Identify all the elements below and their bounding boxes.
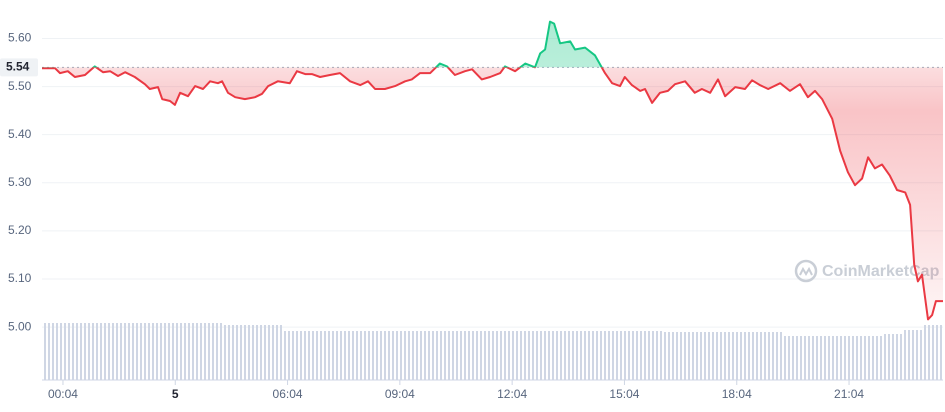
volume-bar: [822, 336, 843, 380]
volume-bar: [362, 331, 383, 380]
x-tick-label: 15:04: [609, 387, 639, 401]
volume-bar: [582, 331, 603, 380]
volume-bar: [882, 334, 903, 380]
volume-bar: [282, 331, 303, 380]
volume-bar: [142, 323, 163, 380]
volume-bar: [462, 331, 483, 380]
volume-bar: [42, 323, 63, 380]
volume-bar: [862, 336, 883, 380]
volume-bar: [322, 331, 343, 380]
watermark-text: CoinMarketCap: [822, 263, 940, 280]
volume-bar: [702, 332, 723, 380]
volume-bar: [842, 336, 863, 380]
volume-bar: [262, 325, 283, 380]
volume-bar: [382, 331, 403, 380]
volume-bar: [642, 331, 663, 380]
y-tick-label: 5.60: [8, 31, 32, 45]
volume-bar: [102, 323, 123, 380]
reference-label: 5.54: [6, 60, 30, 74]
volume-bar: [522, 331, 543, 380]
volume-bar: [202, 323, 223, 380]
volume-bar: [82, 323, 103, 380]
volume-bar: [622, 331, 643, 380]
x-tick-label: 09:04: [385, 387, 415, 401]
x-tick-label: 12:04: [497, 387, 527, 401]
x-tick-label: 06:04: [273, 387, 303, 401]
volume-bar: [482, 331, 503, 380]
reference-label-box: [0, 58, 38, 77]
volume-bar: [802, 336, 823, 380]
volume-bar: [342, 331, 363, 380]
area-up: [93, 21, 602, 68]
price-line-up: [42, 20, 603, 68]
volume-bar: [182, 323, 203, 380]
x-tick-label: 21:04: [834, 387, 864, 401]
volume-bar: [542, 331, 563, 380]
volume-bar: [602, 331, 623, 380]
y-tick-label: 5.10: [8, 271, 32, 285]
volume-bar: [402, 331, 423, 380]
y-tick-label: 5.20: [8, 223, 32, 237]
y-tick-label: 5.30: [8, 175, 32, 189]
volume-bar: [442, 331, 463, 380]
x-tick-label: 00:04: [48, 387, 78, 401]
volume-bar: [902, 330, 923, 380]
x-tick-label: 18:04: [722, 387, 752, 401]
volume-bar: [162, 323, 183, 380]
volume-bar: [562, 331, 583, 380]
price-line-down: [42, 67, 943, 321]
volume-bar: [782, 336, 803, 380]
watermark: CoinMarketCap: [794, 259, 940, 283]
x-tick-label: 5: [172, 387, 179, 401]
y-tick-label: 5.00: [8, 319, 32, 333]
y-tick-label: 5.50: [8, 79, 32, 93]
volume-bar: [722, 332, 743, 380]
volume-bar: [122, 323, 143, 380]
volume-bar: [302, 331, 323, 380]
volume-bar: [502, 331, 523, 380]
volume-bar: [422, 331, 443, 380]
volume-bar: [762, 332, 783, 380]
volume-bar: [222, 325, 243, 380]
volume-bar: [682, 332, 703, 380]
volume-bar: [742, 332, 763, 380]
y-tick-label: 5.40: [8, 127, 32, 141]
area-down: [42, 67, 943, 320]
volume-bar: [922, 325, 943, 380]
volume-bar: [62, 323, 83, 380]
volume-bar: [242, 325, 263, 380]
volume-bar: [662, 332, 683, 380]
